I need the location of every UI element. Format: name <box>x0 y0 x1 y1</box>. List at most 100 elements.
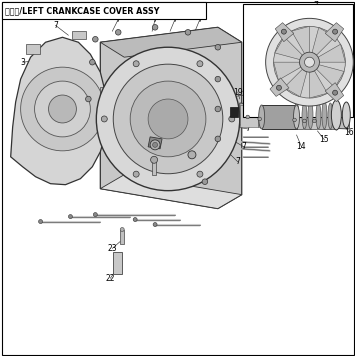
Ellipse shape <box>328 103 333 129</box>
Circle shape <box>215 106 221 112</box>
Circle shape <box>266 19 353 106</box>
Polygon shape <box>275 23 294 42</box>
Bar <box>310 101 318 129</box>
Bar <box>240 105 258 127</box>
Text: 9: 9 <box>329 55 334 64</box>
Text: 10: 10 <box>143 152 153 161</box>
Text: 17: 17 <box>207 95 217 104</box>
Text: 18: 18 <box>217 90 226 100</box>
Circle shape <box>274 26 345 98</box>
Circle shape <box>113 64 223 174</box>
Text: 7: 7 <box>116 15 121 24</box>
Circle shape <box>333 29 337 34</box>
Polygon shape <box>100 175 242 209</box>
Circle shape <box>299 52 319 72</box>
Text: 7: 7 <box>313 1 318 10</box>
Bar <box>100 87 110 97</box>
Text: 12: 12 <box>250 85 260 94</box>
Circle shape <box>148 99 188 139</box>
Polygon shape <box>292 26 309 53</box>
Bar <box>120 230 124 245</box>
Circle shape <box>68 215 72 219</box>
Circle shape <box>152 25 158 30</box>
Bar <box>243 4 353 117</box>
Circle shape <box>188 151 196 159</box>
Polygon shape <box>240 103 349 129</box>
Polygon shape <box>309 71 328 98</box>
Text: 7: 7 <box>241 90 246 100</box>
Text: 20: 20 <box>243 85 252 94</box>
Circle shape <box>93 36 98 42</box>
Circle shape <box>304 57 314 67</box>
Polygon shape <box>325 23 344 42</box>
Text: 6: 6 <box>221 137 226 146</box>
Bar <box>258 105 269 127</box>
Text: 15: 15 <box>320 135 329 145</box>
Text: 7: 7 <box>153 15 157 24</box>
Ellipse shape <box>120 227 124 231</box>
Circle shape <box>48 95 77 123</box>
Circle shape <box>150 140 160 150</box>
Text: 22: 22 <box>105 274 115 283</box>
Text: 14: 14 <box>297 142 306 151</box>
Circle shape <box>133 218 137 221</box>
Circle shape <box>293 118 296 122</box>
Polygon shape <box>325 83 344 102</box>
Circle shape <box>38 220 43 224</box>
Text: 11: 11 <box>140 170 150 179</box>
Text: 21: 21 <box>244 58 253 67</box>
Text: 23: 23 <box>108 244 117 253</box>
Bar <box>324 101 331 129</box>
Bar <box>230 107 238 117</box>
Bar <box>113 252 122 274</box>
Ellipse shape <box>302 103 307 129</box>
Ellipse shape <box>308 101 313 129</box>
Text: 7: 7 <box>198 15 202 24</box>
Circle shape <box>197 171 203 177</box>
Circle shape <box>215 136 221 142</box>
Circle shape <box>281 29 286 34</box>
Polygon shape <box>11 37 108 185</box>
Bar <box>72 31 87 39</box>
Circle shape <box>115 30 121 35</box>
Circle shape <box>229 116 235 122</box>
Polygon shape <box>318 44 345 62</box>
Bar <box>318 103 325 129</box>
Circle shape <box>202 179 208 184</box>
Bar <box>262 105 297 129</box>
Circle shape <box>101 116 107 122</box>
Circle shape <box>246 115 250 119</box>
Text: 8: 8 <box>327 69 332 78</box>
Ellipse shape <box>331 100 341 130</box>
Bar <box>2 2 206 19</box>
Text: 16: 16 <box>345 129 354 137</box>
Text: 7: 7 <box>235 157 240 166</box>
Ellipse shape <box>294 105 299 129</box>
Circle shape <box>313 119 316 123</box>
Circle shape <box>153 222 157 226</box>
Text: 13: 13 <box>273 80 282 90</box>
Text: 24: 24 <box>187 160 197 169</box>
Polygon shape <box>100 27 242 209</box>
Circle shape <box>133 61 139 67</box>
Bar <box>297 103 304 129</box>
Text: 1: 1 <box>28 105 33 114</box>
Polygon shape <box>100 27 242 57</box>
Text: 7: 7 <box>241 142 246 151</box>
Bar <box>26 44 40 54</box>
Circle shape <box>21 67 104 151</box>
Bar <box>304 103 312 129</box>
Polygon shape <box>284 69 307 97</box>
Ellipse shape <box>259 105 265 129</box>
Circle shape <box>185 30 191 35</box>
Bar <box>284 105 293 127</box>
Text: 19: 19 <box>233 88 242 96</box>
Text: 算盖组/LEFT CRANKCASE COVER ASSY: 算盖组/LEFT CRANKCASE COVER ASSY <box>5 6 159 15</box>
Circle shape <box>96 47 240 191</box>
Ellipse shape <box>294 103 299 129</box>
Text: 3: 3 <box>20 58 25 67</box>
Ellipse shape <box>342 102 350 128</box>
Text: 7: 7 <box>307 109 312 119</box>
Circle shape <box>35 81 90 137</box>
Circle shape <box>85 96 91 102</box>
